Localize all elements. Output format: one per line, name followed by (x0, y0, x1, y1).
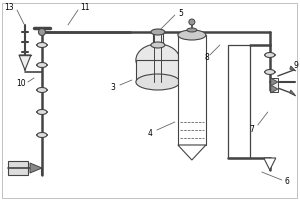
Bar (136, 60, 180, 82)
Ellipse shape (37, 110, 47, 114)
Text: 7: 7 (250, 126, 255, 134)
Text: 9: 9 (294, 62, 299, 71)
Ellipse shape (178, 30, 206, 40)
Ellipse shape (187, 28, 197, 32)
Text: 8: 8 (205, 53, 210, 62)
Ellipse shape (37, 62, 47, 68)
Ellipse shape (265, 70, 275, 74)
Text: 6: 6 (285, 178, 290, 186)
Polygon shape (290, 90, 296, 96)
Bar (178, 35, 206, 145)
Polygon shape (290, 66, 296, 71)
Polygon shape (271, 85, 278, 93)
Ellipse shape (136, 74, 180, 90)
Text: 5: 5 (178, 8, 183, 18)
Ellipse shape (265, 52, 275, 58)
Polygon shape (264, 158, 276, 170)
Ellipse shape (151, 42, 165, 48)
Polygon shape (19, 55, 31, 70)
Text: 10: 10 (16, 79, 26, 88)
Circle shape (38, 28, 46, 36)
Ellipse shape (151, 29, 165, 35)
Ellipse shape (136, 44, 180, 76)
Text: 11: 11 (80, 3, 89, 12)
Text: 3: 3 (110, 84, 115, 92)
Ellipse shape (37, 88, 47, 92)
Circle shape (189, 19, 195, 25)
Polygon shape (178, 145, 206, 160)
Ellipse shape (37, 132, 47, 138)
Bar (228, 45, 250, 158)
Bar (153, 32, 163, 45)
Polygon shape (30, 163, 42, 173)
Text: 4: 4 (148, 130, 153, 138)
Ellipse shape (37, 43, 47, 47)
Text: 13: 13 (4, 3, 14, 12)
Bar (270, 78, 278, 92)
Polygon shape (271, 78, 278, 86)
Bar (8, 161, 28, 175)
